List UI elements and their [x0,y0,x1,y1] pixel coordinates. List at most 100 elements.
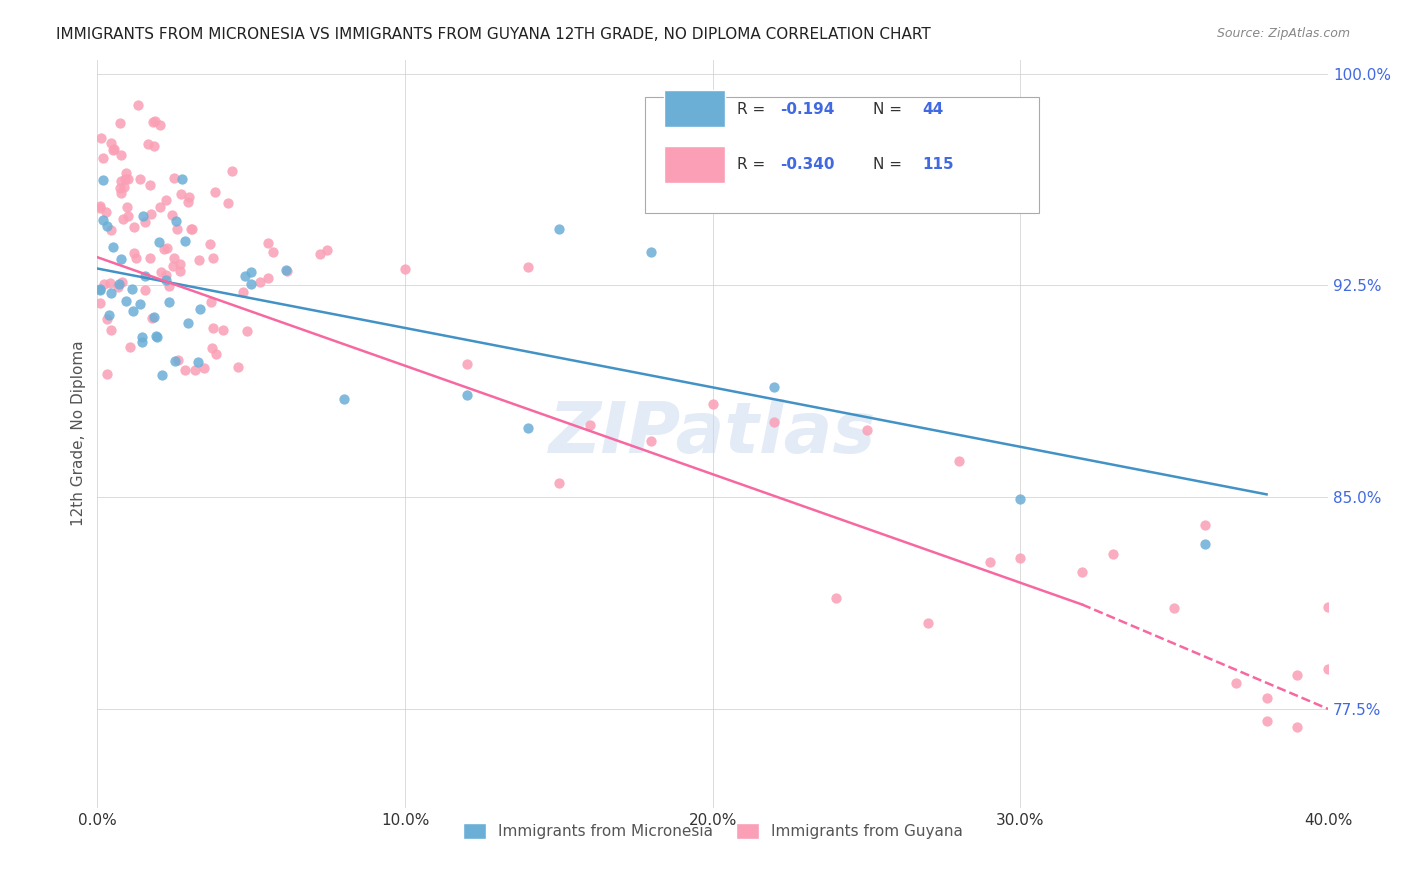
Text: 115: 115 [922,157,953,172]
Point [156,241,179,255]
Point [97,308,120,322]
Point [257,271,280,285]
Point [143,113,166,128]
Point [188,253,211,268]
Point [1194,537,1216,551]
Point [134,269,156,284]
Point [1194,518,1216,533]
Point [148,235,170,249]
Point [134,215,156,229]
Point [640,245,662,260]
Point [96,367,118,381]
Point [110,174,132,188]
Point [181,222,204,236]
Point [172,171,194,186]
Point [112,180,135,194]
Point [122,304,145,318]
Point [190,301,212,316]
Text: -0.194: -0.194 [780,103,835,117]
Point [89,282,111,296]
Point [169,257,191,271]
Point [917,616,939,631]
Point [167,353,190,368]
Point [200,237,222,252]
Point [100,286,122,301]
Point [211,323,233,337]
Point [1317,599,1340,614]
Point [262,244,284,259]
Point [332,392,354,406]
Point [1010,491,1032,506]
Point [115,200,138,214]
Y-axis label: 12th Grade, No Diploma: 12th Grade, No Diploma [72,341,86,526]
Point [110,252,132,266]
Point [96,311,118,326]
Point [101,240,124,254]
Point [121,282,143,296]
Point [1317,662,1340,676]
Point [274,263,297,277]
Point [163,251,186,265]
Point [578,418,600,433]
Point [180,222,202,236]
Point [93,277,115,291]
Point [115,294,138,309]
Legend: Immigrants from Micronesia, Immigrants from Guyana: Immigrants from Micronesia, Immigrants f… [457,817,969,845]
Point [100,136,122,150]
Point [110,186,132,201]
Point [1010,550,1032,565]
Point [316,244,339,258]
Point [163,354,186,368]
Point [205,347,228,361]
Point [173,363,195,377]
Point [122,219,145,234]
Point [157,279,180,293]
Point [136,136,159,151]
Point [101,143,124,157]
Text: ZIPatlas: ZIPatlas [550,400,876,468]
Point [117,210,139,224]
Point [111,275,134,289]
Point [548,476,571,491]
Point [139,206,162,220]
Point [145,328,167,343]
FancyBboxPatch shape [645,97,1039,213]
Point [91,173,114,187]
Point [149,264,172,278]
Point [187,355,209,369]
Point [456,357,478,371]
Point [855,423,877,437]
Point [166,222,188,236]
Point [127,97,149,112]
FancyBboxPatch shape [664,145,725,183]
Point [149,200,172,214]
Point [155,268,177,283]
Point [232,285,254,299]
FancyBboxPatch shape [664,89,725,127]
Point [149,118,172,132]
Point [240,265,263,279]
Point [160,208,183,222]
Point [96,219,118,233]
Text: R =: R = [737,103,770,117]
Point [155,193,177,207]
Point [128,297,150,311]
Point [89,199,111,213]
Point [157,295,180,310]
Point [141,311,163,326]
Point [169,264,191,278]
Point [824,591,846,606]
Point [153,243,176,257]
Point [125,251,148,265]
Point [200,295,222,310]
Point [138,252,160,266]
Point [202,252,225,266]
Text: Source: ZipAtlas.com: Source: ZipAtlas.com [1216,27,1350,40]
Point [240,277,263,291]
Point [117,172,139,186]
Point [1101,548,1123,562]
Point [112,212,135,227]
Point [177,190,200,204]
Point [110,116,132,130]
Point [162,259,184,273]
